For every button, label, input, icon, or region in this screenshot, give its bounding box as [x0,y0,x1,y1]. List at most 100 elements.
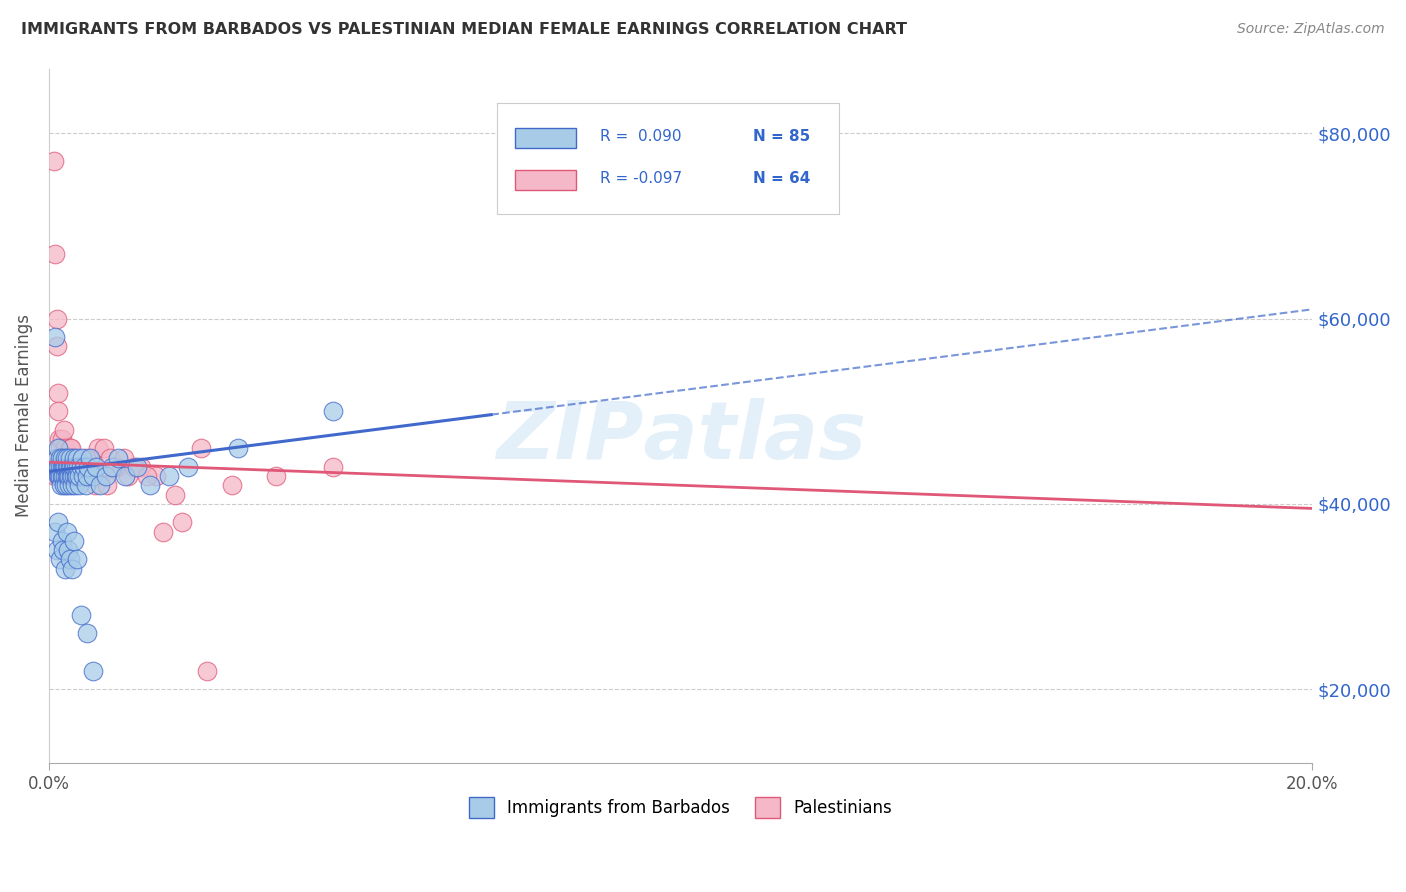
Point [67,478,90,492]
Point [152,524,174,539]
Point [62,459,84,474]
Point [104,459,127,474]
Point [77,459,100,474]
Point [45,459,67,474]
Point [75,450,97,465]
Point [114,469,136,483]
Point [59,442,82,456]
Point [112,450,135,465]
Point [82,450,104,465]
Point [58,478,80,492]
Point [58,459,80,474]
Point [63,469,86,483]
Point [69,607,91,622]
Point [42,154,65,169]
Point [52,450,75,465]
Point [190,442,212,456]
Point [76,626,98,640]
Point [60,450,83,465]
Point [55,459,77,474]
Point [46,469,69,483]
Point [70,450,93,465]
Point [66,459,89,474]
Point [62,450,84,465]
Point [79,469,101,483]
Point [52,543,75,558]
Point [86,459,108,474]
Text: ZIP​atlas: ZIP​atlas [496,398,866,475]
Point [96,478,118,492]
Point [58,469,80,483]
Point [49,552,72,566]
Point [53,459,76,474]
Point [48,450,70,465]
Text: IMMIGRANTS FROM BARBADOS VS PALESTINIAN MEDIAN FEMALE EARNINGS CORRELATION CHART: IMMIGRANTS FROM BARBADOS VS PALESTINIAN … [21,22,907,37]
Point [60,459,83,474]
Point [266,469,288,483]
Point [322,459,344,474]
Point [48,459,70,474]
Point [55,459,77,474]
Point [60,469,83,483]
Point [73,469,96,483]
Point [177,459,200,474]
Point [46,450,69,465]
Point [228,442,250,456]
Point [46,339,69,353]
Point [48,459,70,474]
Point [44,469,66,483]
Point [59,459,82,474]
Point [63,459,86,474]
Point [46,385,69,400]
Point [51,459,73,474]
Point [72,469,94,483]
Point [62,459,84,474]
Point [76,469,98,483]
Y-axis label: Median Female Earnings: Median Female Earnings [15,314,32,517]
Point [82,664,104,678]
Point [49,459,72,474]
Point [82,469,104,483]
Point [70,459,93,474]
Point [195,664,218,678]
Point [59,450,82,465]
Point [46,543,69,558]
Point [122,459,145,474]
Point [89,478,111,492]
Point [49,459,72,474]
Point [56,450,79,465]
Point [44,330,66,344]
Point [66,450,89,465]
Point [107,459,129,474]
Point [129,459,152,474]
Point [49,450,72,465]
Point [75,478,97,492]
Point [67,469,90,483]
Point [52,423,75,437]
Point [66,459,89,474]
Point [221,478,243,492]
Point [48,432,70,446]
Point [90,469,112,483]
Point [52,478,75,492]
Point [139,478,162,492]
Point [52,459,75,474]
Point [56,450,79,465]
Point [56,543,79,558]
Point [117,469,139,483]
Point [56,459,79,474]
Point [52,469,75,483]
Point [157,469,180,483]
Point [77,459,100,474]
Point [127,459,149,474]
Point [70,459,93,474]
Point [55,459,77,474]
Point [45,311,67,326]
Point [66,469,89,483]
Point [73,459,96,474]
Legend: Immigrants from Barbados, Palestinians: Immigrants from Barbados, Palestinians [463,790,898,824]
Point [69,459,91,474]
Point [52,459,75,474]
Point [59,552,82,566]
Point [48,516,70,530]
